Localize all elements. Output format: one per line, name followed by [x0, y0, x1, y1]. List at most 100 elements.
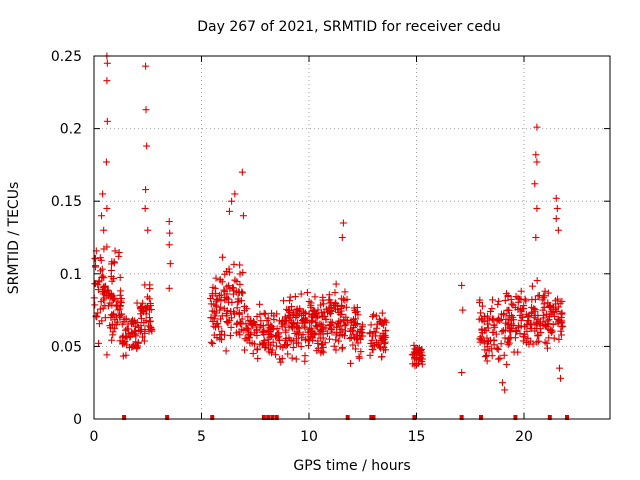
- data-point: [292, 322, 300, 330]
- data-point: [94, 281, 102, 289]
- data-point: [286, 293, 294, 301]
- data-point: [147, 305, 155, 313]
- data-point: [233, 288, 241, 296]
- data-point: [376, 332, 384, 340]
- data-point: [272, 351, 280, 359]
- data-point: [301, 357, 309, 365]
- data-point: [523, 327, 531, 335]
- data-point: [311, 307, 319, 315]
- data-point: [338, 301, 346, 309]
- data-point: [103, 59, 111, 67]
- data-point: [490, 321, 498, 329]
- data-point: [508, 300, 516, 308]
- data-point: [269, 325, 277, 333]
- data-point: [248, 319, 256, 327]
- data-point: [507, 296, 515, 304]
- data-point: [264, 314, 272, 322]
- data-point: [552, 194, 560, 202]
- data-point: [503, 361, 511, 369]
- data-point: [349, 341, 357, 349]
- zero-point: [165, 415, 170, 420]
- data-point: [354, 332, 362, 340]
- chart-title: Day 267 of 2021, SRMTID for receiver ced…: [197, 19, 500, 35]
- data-point: [519, 313, 527, 321]
- data-point: [132, 338, 140, 346]
- data-point: [103, 204, 111, 212]
- data-point: [550, 334, 558, 342]
- data-point: [376, 344, 384, 352]
- data-point: [341, 332, 349, 340]
- x-tick-label: 10: [300, 429, 318, 445]
- data-point: [288, 354, 296, 362]
- data-point: [558, 310, 566, 318]
- data-point: [507, 334, 515, 342]
- data-point: [244, 313, 252, 321]
- data-point: [117, 310, 125, 318]
- data-point: [243, 336, 251, 344]
- data-point: [328, 328, 336, 336]
- data-point: [282, 334, 290, 342]
- data-point: [243, 305, 251, 313]
- data-point: [493, 317, 501, 325]
- data-point: [210, 322, 218, 330]
- data-point: [497, 340, 505, 348]
- data-point: [530, 304, 538, 312]
- data-point: [309, 313, 317, 321]
- data-point: [116, 312, 124, 320]
- data-point: [96, 305, 104, 313]
- data-point: [478, 302, 486, 310]
- data-point: [112, 321, 120, 329]
- data-point: [241, 346, 249, 354]
- data-point: [341, 288, 349, 296]
- data-point: [521, 322, 529, 330]
- data-point: [108, 336, 116, 344]
- data-point: [554, 226, 562, 234]
- data-point: [212, 274, 220, 282]
- data-point: [278, 354, 286, 362]
- data-point: [367, 321, 375, 329]
- data-point: [297, 343, 305, 351]
- data-point: [99, 284, 107, 292]
- data-point: [103, 77, 111, 85]
- data-point: [284, 341, 292, 349]
- data-point: [269, 338, 277, 346]
- data-point: [289, 309, 297, 317]
- data-point: [285, 323, 293, 331]
- data-point: [146, 318, 154, 326]
- data-point: [125, 344, 133, 352]
- data-point: [313, 314, 321, 322]
- data-point: [505, 306, 513, 314]
- data-point: [496, 354, 504, 362]
- data-point: [207, 338, 215, 346]
- data-point: [533, 158, 541, 166]
- data-point: [555, 364, 563, 372]
- data-point: [546, 302, 554, 310]
- data-point: [370, 311, 378, 319]
- data-point: [100, 283, 108, 291]
- data-point: [549, 320, 557, 328]
- data-point: [418, 357, 426, 365]
- data-point: [272, 331, 280, 339]
- data-point: [533, 123, 541, 131]
- data-point: [95, 320, 103, 328]
- grid-lines: [94, 56, 610, 419]
- x-axis-label: GPS time / hours: [293, 458, 410, 474]
- zero-point: [261, 415, 266, 420]
- zero-point: [345, 415, 350, 420]
- data-point: [353, 320, 361, 328]
- data-point: [555, 335, 563, 343]
- data-point: [517, 287, 525, 295]
- data-point: [270, 316, 278, 324]
- data-point: [367, 339, 375, 347]
- data-point: [342, 320, 350, 328]
- data-point: [102, 158, 110, 166]
- data-point: [107, 266, 115, 274]
- data-point: [557, 327, 565, 335]
- data-point: [225, 207, 233, 215]
- data-point: [529, 340, 537, 348]
- data-point: [100, 296, 108, 304]
- data-point: [476, 296, 484, 304]
- data-point: [347, 334, 355, 342]
- data-point: [103, 286, 111, 294]
- data-point: [487, 336, 495, 344]
